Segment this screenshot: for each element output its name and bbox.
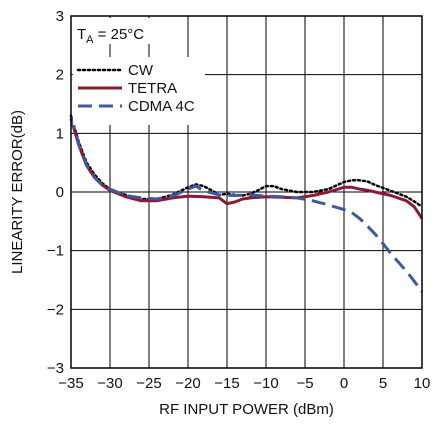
x-tick-label: −15 [214,375,239,392]
y-tick-label: −3 [47,360,64,377]
x-tick-label: −20 [175,375,200,392]
series-lines [69,114,424,293]
y-tick-label: 3 [56,8,64,25]
y-tick-label: −2 [47,301,64,318]
x-tick-label: −10 [253,375,278,392]
x-tick-label: 10 [414,375,431,392]
x-tick-label: 0 [340,375,348,392]
y-tick-label: 1 [56,125,64,142]
legend-label: TETRA [128,80,177,97]
x-tick-label: −30 [97,375,122,392]
y-tick-label: −1 [47,243,64,260]
y-axis-label: LINEARITY ERROR(dB) [9,110,26,274]
y-tick-label: 2 [56,67,64,84]
legend-label: CW [128,62,154,79]
x-axis-label: RF INPUT POWER (dBm) [159,401,334,418]
series-line-cdma-4c [69,115,424,293]
x-tick-label: 5 [379,375,387,392]
condition-text: TA = 25°C [77,26,144,46]
condition-background [73,18,165,44]
y-tick-label: 0 [56,184,64,201]
series-line-cw [69,114,424,208]
legend-label: CDMA 4C [128,98,195,115]
x-tick-label: −25 [136,375,161,392]
legend-background [73,57,205,125]
condition-label: TA = 25°C [73,18,165,46]
x-tick-label: −5 [296,375,313,392]
x-tick-label: −35 [58,375,83,392]
plot-frame [70,15,423,369]
